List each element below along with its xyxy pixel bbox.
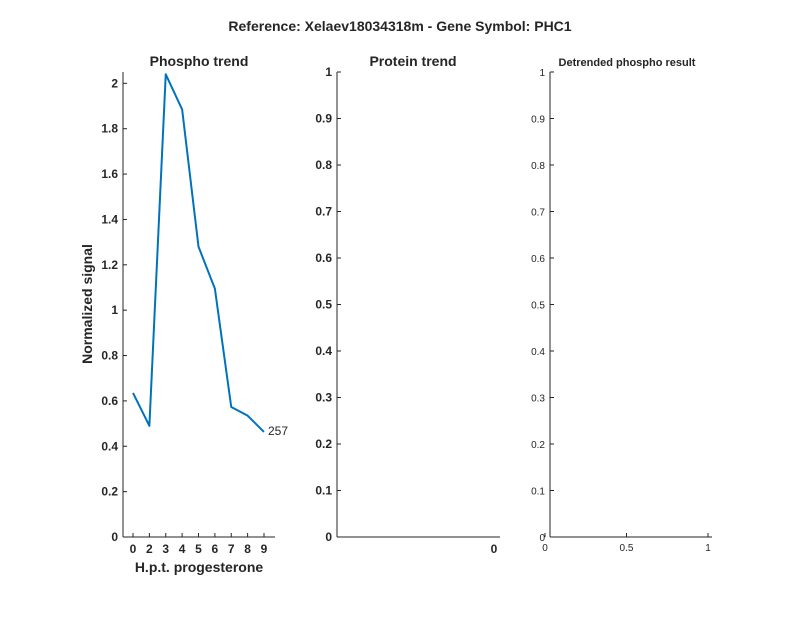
p3-y-tick-label: 0.5 [531,301,545,312]
p1-y-tick-label: 0.4 [101,439,118,453]
phospho-x-axis-label: H.p.t. progesterone [135,559,264,575]
detrended-x-ticks: 0 0.5 1 [542,533,711,554]
p1-y-tick-label: 0.8 [101,349,118,363]
p1-x-tick-label: 3 [162,542,169,556]
phospho-trend-title: Phospho trend [150,53,249,69]
phospho-series-line [132,73,265,433]
p3-y-tick-label: 0.4 [531,347,545,358]
p3-y-tick-label: 0.6 [531,254,545,265]
phospho-series [132,73,265,433]
p2-y-tick-label: 0.5 [315,298,332,312]
p2-y-tick-label: 0.1 [315,484,332,498]
p3-x-tick-label: 0.5 [620,543,634,554]
phospho-series-end-label: 257 [268,424,288,438]
protein-trend-title: Protein trend [369,53,456,69]
p1-y-tick-label: 1 [111,303,118,317]
p3-y-tick-label: 1 [539,68,545,79]
p1-y-tick-label: 0.6 [101,394,118,408]
phospho-y-axis-label: Normalized signal [79,244,95,364]
protein-y-ticks: 0 0.1 0.2 0.3 0.4 0.5 0.6 0.7 0.8 0.9 1 [315,65,341,544]
protein-trend-panel: Protein trend 00.10.20.30.40.50.60.70.80… [315,53,500,556]
p1-y-tick-label: 1.6 [101,167,118,181]
p1-y-tick-label: 2 [111,76,118,90]
p2-y-tick-label: 0 [325,530,332,544]
p2-y-tick-label: 0.3 [315,391,332,405]
p1-y-tick-label: 1.4 [101,212,118,226]
p2-y-tick-label: 0.6 [315,251,332,265]
detrended-axes [549,72,712,538]
p3-x-tick-label: 1 [705,543,711,554]
detrended-panel: Detrended phospho result 0 0.1 0.2 0.3 0.4 0.… [531,57,712,554]
p1-y-tick-label: 1.2 [101,258,118,272]
p1-x-tick-label: 7 [228,542,235,556]
protein-axes [336,72,500,538]
p2-y-tick-label: 0.8 [315,158,332,172]
p1-y-tick-label: 1.8 [101,122,118,136]
p3-x-tick-label: 0 [542,543,548,554]
p2-y-tick-label: 0.7 [315,205,332,219]
p3-y-tick-label: 0.8 [531,161,545,172]
p2-x-tick-label: 0 [491,542,498,556]
phospho-y-ticks: 0 0.2 0.4 0.6 0.8 1 1.2 1.4 1.6 1.8 2 [101,76,127,544]
p1-x-tick-label: 9 [261,542,268,556]
p2-y-tick-label: 0.2 [315,437,332,451]
protein-x-ticks: 0 [491,542,498,556]
phospho-axes [122,72,275,538]
p2-y-tick-label: 0.9 [315,112,332,126]
p3-y-tick-label: 0.7 [531,208,545,219]
p1-y-tick-label: 0 [111,530,118,544]
p3-y-tick-label: 0.9 [531,115,545,126]
p1-x-tick-label: 4 [179,542,186,556]
detrended-y-ticks: 0 0.1 0.2 0.3 0.4 0.5 0.6 0.7 0.8 0.9 1 [531,68,554,544]
p2-y-tick-label: 1 [325,65,332,79]
phospho-trend-panel: Phospho trend H.p.t. progesterone Normal… [79,53,288,575]
p3-y-tick-label: 0 [539,533,545,544]
p1-x-tick-label: 8 [244,542,251,556]
p3-y-tick-label: 0.3 [531,394,545,405]
p1-x-tick-label: 2 [146,542,153,556]
p3-y-tick-label: 0.2 [531,440,545,451]
p1-x-tick-label: 5 [195,542,202,556]
p1-x-tick-label: 6 [212,542,219,556]
p3-y-tick-label: 0.1 [531,487,545,498]
figure-title: Reference: Xelaev18034318m - Gene Symbol… [228,18,571,34]
detrended-title: Detrended phospho result [559,57,696,69]
p1-x-tick-label: 0 [130,542,137,556]
p1-y-tick-label: 0.2 [101,485,118,499]
p2-y-tick-label: 0.4 [315,344,332,358]
